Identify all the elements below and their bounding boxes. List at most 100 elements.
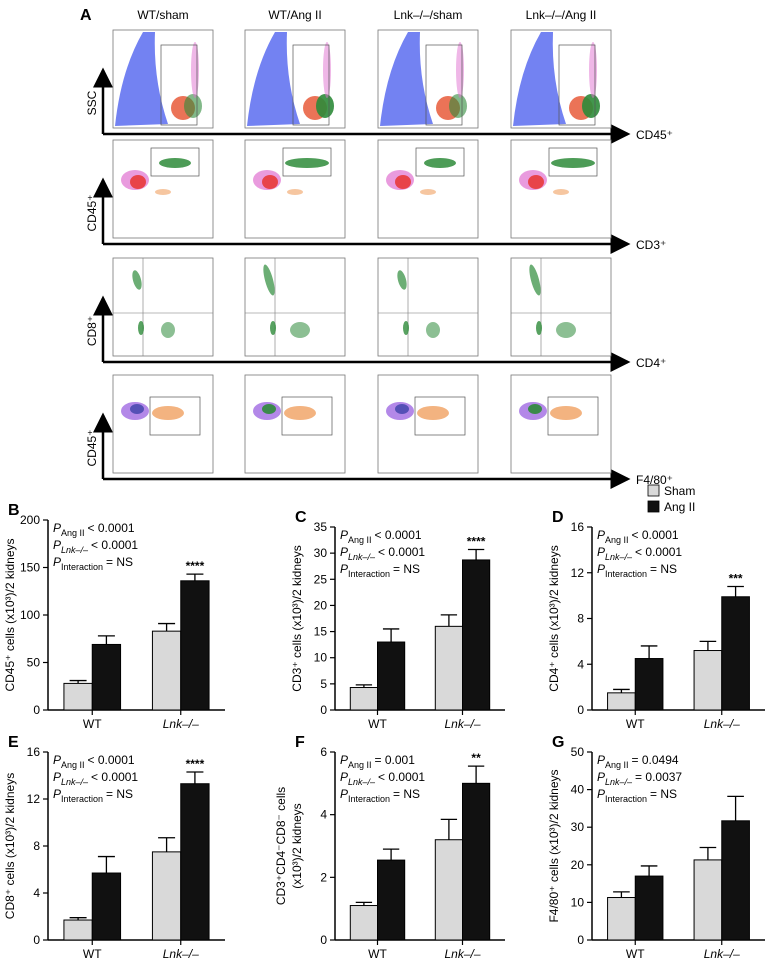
stat-text: < 0.0001 — [375, 528, 422, 542]
y-axis-label: (x10³)/2 kidneys — [290, 803, 304, 888]
panel-letter: C — [295, 509, 307, 526]
y-tick-label: 30 — [314, 546, 328, 560]
x-tick-label: Lnk–/– — [163, 717, 199, 731]
flow-plot — [112, 29, 214, 129]
stat-text: = NS — [106, 787, 133, 801]
bar — [91, 643, 122, 711]
y-tick-label: 15 — [314, 625, 328, 639]
panel-letter: B — [8, 502, 20, 519]
cell-cloud — [130, 175, 146, 189]
error-bar — [440, 614, 458, 627]
bar — [91, 872, 122, 941]
cell-cloud — [417, 406, 449, 420]
gate — [160, 44, 198, 126]
x-tick-label: WT — [83, 717, 102, 731]
stat-annotation: PAng II = 0.0494 — [597, 753, 679, 770]
y-axis-label: CD3⁺CD4⁻CD8⁻ cells — [274, 787, 288, 905]
cell-cloud — [424, 158, 456, 168]
cell-cloud — [449, 94, 467, 118]
stat-text: < 0.0001 — [88, 753, 135, 767]
stat-annotation: PLnk–/– < 0.0001 — [597, 545, 682, 562]
flow-plot — [377, 374, 479, 474]
error-bar — [382, 628, 400, 643]
bar — [607, 897, 636, 941]
stat-symbol: P — [340, 753, 348, 767]
y-tick-label: 10 — [314, 651, 328, 665]
cell-cloud — [395, 404, 409, 414]
y-tick-label: 4 — [33, 886, 40, 900]
axis-label: CD45⁺ — [85, 194, 99, 231]
cell-cloud — [550, 406, 582, 420]
legend-label: Sham — [664, 484, 695, 498]
cell-cloud — [285, 158, 329, 168]
stat-annotation: PAng II < 0.0001 — [597, 528, 679, 545]
cell-cloud — [528, 175, 544, 189]
bar — [349, 687, 378, 711]
y-tick-label: 50 — [27, 656, 41, 670]
x-tick-label: Lnk–/– — [163, 947, 199, 960]
significance-label: ** — [471, 751, 481, 765]
bar — [721, 820, 750, 941]
plot-frame — [112, 374, 214, 474]
bar — [634, 875, 664, 941]
error-bar — [186, 771, 204, 784]
stat-text: = NS — [106, 555, 133, 569]
cell-cloud — [284, 406, 316, 420]
error-bar — [69, 679, 87, 684]
cell-cloud — [551, 158, 595, 168]
stat-annotation: PInteraction = NS — [597, 562, 677, 579]
bar — [180, 580, 210, 711]
y-tick-label: 35 — [314, 520, 328, 534]
stat-annotation: PLnk–/– = 0.0037 — [597, 770, 682, 787]
panel-letter: A — [80, 7, 92, 24]
y-tick-label: 20 — [571, 858, 585, 872]
y-axis-label: CD3⁺ cells (x10³)/2 kidneys — [290, 545, 304, 691]
y-tick-label: 12 — [571, 566, 585, 580]
y-tick-label: 0 — [320, 703, 327, 717]
bar — [634, 658, 664, 711]
stat-symbol: P — [340, 528, 348, 542]
y-tick-label: 30 — [571, 820, 585, 834]
column-header: Lnk–/–/sham — [394, 8, 463, 22]
panel-letter: F — [295, 734, 305, 751]
y-tick-label: 0 — [33, 703, 40, 717]
error-bar — [640, 865, 658, 877]
stat-text: = 0.001 — [375, 753, 416, 767]
stat-annotation: PAng II < 0.0001 — [53, 521, 135, 538]
error-bar — [440, 818, 458, 840]
stat-subscript: Lnk–/– — [605, 777, 633, 787]
stat-subscript: Ang II — [348, 760, 372, 770]
error-bar — [186, 573, 204, 581]
significance-label: **** — [467, 534, 486, 548]
error-bar — [699, 846, 717, 860]
panel-letter: E — [8, 734, 19, 751]
stat-annotation: PInteraction = NS — [53, 555, 133, 572]
flow-plot — [112, 139, 214, 239]
stat-annotation: PLnk–/– < 0.0001 — [340, 545, 425, 562]
column-header: Lnk–/–/Ang II — [526, 8, 597, 22]
cell-cloud — [420, 189, 436, 195]
stat-symbol: P — [597, 545, 605, 559]
stat-subscript: Ang II — [605, 535, 629, 545]
stat-subscript: Interaction — [348, 794, 390, 804]
error-bar — [613, 891, 630, 898]
cell-cloud — [152, 406, 184, 420]
stat-annotation: PAng II = 0.001 — [340, 753, 415, 770]
cell-cloud — [380, 32, 433, 126]
gate — [281, 396, 333, 436]
stat-text: = NS — [650, 562, 677, 576]
x-tick-label: WT — [626, 947, 645, 960]
cell-cloud — [513, 32, 566, 126]
stat-text: < 0.0001 — [632, 528, 679, 542]
error-bar — [158, 622, 176, 632]
y-tick-label: 8 — [577, 612, 584, 626]
error-bar — [613, 688, 630, 693]
stat-subscript: Lnk–/– — [348, 777, 376, 787]
x-tick-label: Lnk–/– — [444, 947, 480, 960]
cell-cloud — [397, 270, 407, 290]
y-tick-label: 2 — [320, 870, 327, 884]
flow-plot — [244, 139, 346, 239]
plot-frame — [510, 257, 612, 357]
y-tick-label: 40 — [571, 783, 585, 797]
